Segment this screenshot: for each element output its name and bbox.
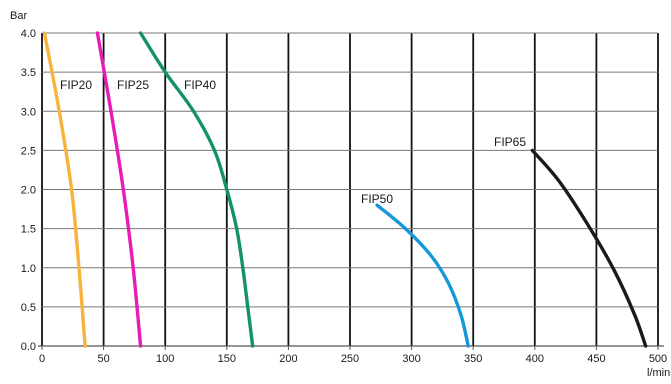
- x-tick-label: 100: [156, 353, 174, 365]
- y-tick-label: 4.0: [21, 28, 36, 40]
- y-tick-label: 2.5: [21, 145, 36, 157]
- x-tick-label: 200: [279, 353, 297, 365]
- series-lines: [42, 31, 648, 348]
- x-tick-label: 150: [218, 353, 236, 365]
- x-tick-label: 300: [402, 353, 420, 365]
- x-axis-title: l/min: [647, 367, 670, 379]
- series-labels: FIP20 FIP25 FIP40 FIP50 FIP65: [60, 78, 526, 206]
- y-tick-label: 3.5: [21, 67, 36, 79]
- x-tick-label: 500: [649, 353, 667, 365]
- series-label-fip65: FIP65: [494, 135, 526, 149]
- series-label-fip50: FIP50: [361, 192, 393, 206]
- series-line-fip40: [138, 31, 255, 348]
- series-line-fip50: [375, 203, 470, 348]
- x-tick-label: 250: [341, 353, 359, 365]
- y-tick-label: 2.0: [21, 185, 36, 197]
- y-tick-label: 0.5: [21, 302, 36, 314]
- x-tick-label: 0: [39, 353, 45, 365]
- y-tick-label: 3.0: [21, 106, 36, 118]
- y-tick-label: 1.0: [21, 263, 36, 275]
- x-tick-label: 50: [97, 353, 109, 365]
- grid: [38, 32, 664, 350]
- x-tick-label: 400: [526, 353, 544, 365]
- x-tick-label: 350: [464, 353, 482, 365]
- y-axis-title: Bar: [10, 10, 27, 22]
- series-line-fip65: [530, 148, 648, 348]
- tick-labels: 0 50 100 150 200 250 300 350 400 450 500 0.0 0.5 1.0 1…: [21, 28, 667, 365]
- series-label-fip25: FIP25: [117, 78, 149, 92]
- y-tick-label: 0.0: [21, 341, 36, 353]
- series-line-fip25: [95, 31, 143, 348]
- y-tick-label: 1.5: [21, 224, 36, 236]
- series-label-fip20: FIP20: [60, 78, 92, 92]
- series-label-fip40: FIP40: [184, 78, 216, 92]
- series-line-fip20: [42, 31, 87, 348]
- x-tick-label: 450: [587, 353, 605, 365]
